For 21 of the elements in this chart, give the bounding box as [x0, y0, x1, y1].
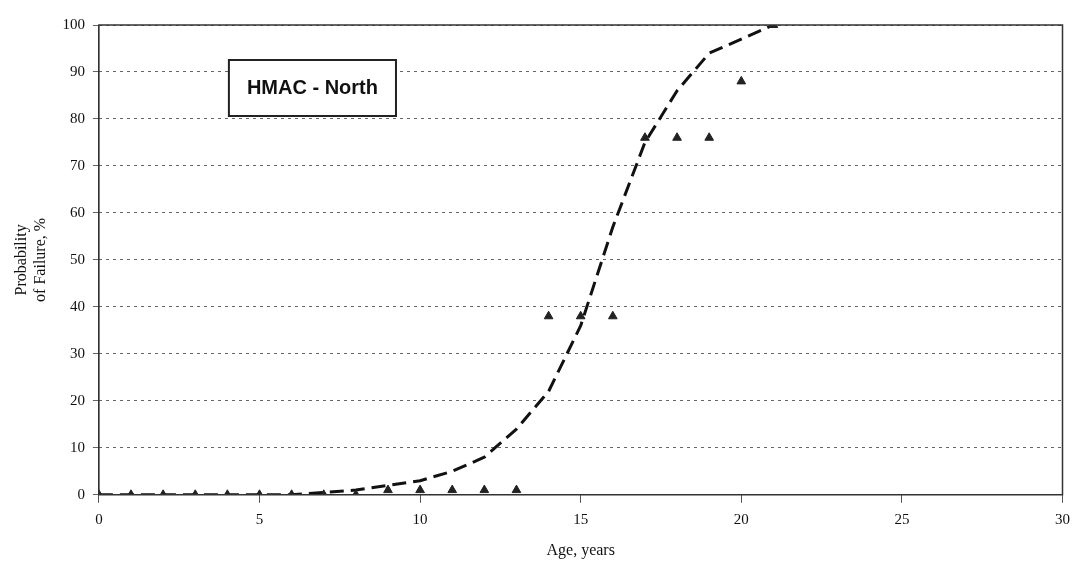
x-tick-label: 10: [412, 510, 428, 527]
x-tick-label: 30: [1055, 510, 1070, 527]
y-tick-label: 10: [69, 438, 85, 455]
y-tick-label: 30: [69, 344, 85, 361]
y-tick-label: 80: [69, 109, 85, 126]
x-tick-label: 0: [95, 510, 103, 527]
y-tick-label: 100: [62, 15, 85, 32]
y-tick-label: 60: [69, 203, 85, 220]
y-axis-title: Probability of Failure, %: [11, 217, 48, 302]
x-tick-label: 15: [573, 510, 589, 527]
x-tick-label: 5: [255, 510, 264, 527]
y-tick-label: 40: [69, 297, 85, 314]
x-tick-label: 25: [894, 510, 910, 527]
y-tick-label: 50: [69, 250, 85, 267]
y-tick-label: 70: [69, 156, 85, 173]
x-tick-label: 20: [733, 510, 749, 527]
x-axis-title: Age, years: [546, 540, 615, 559]
y-tick-label: 20: [69, 391, 85, 408]
y-tick-label: 90: [69, 62, 85, 79]
y-tick-label: 0: [77, 485, 85, 502]
annotation: HMAC - North: [246, 75, 378, 98]
